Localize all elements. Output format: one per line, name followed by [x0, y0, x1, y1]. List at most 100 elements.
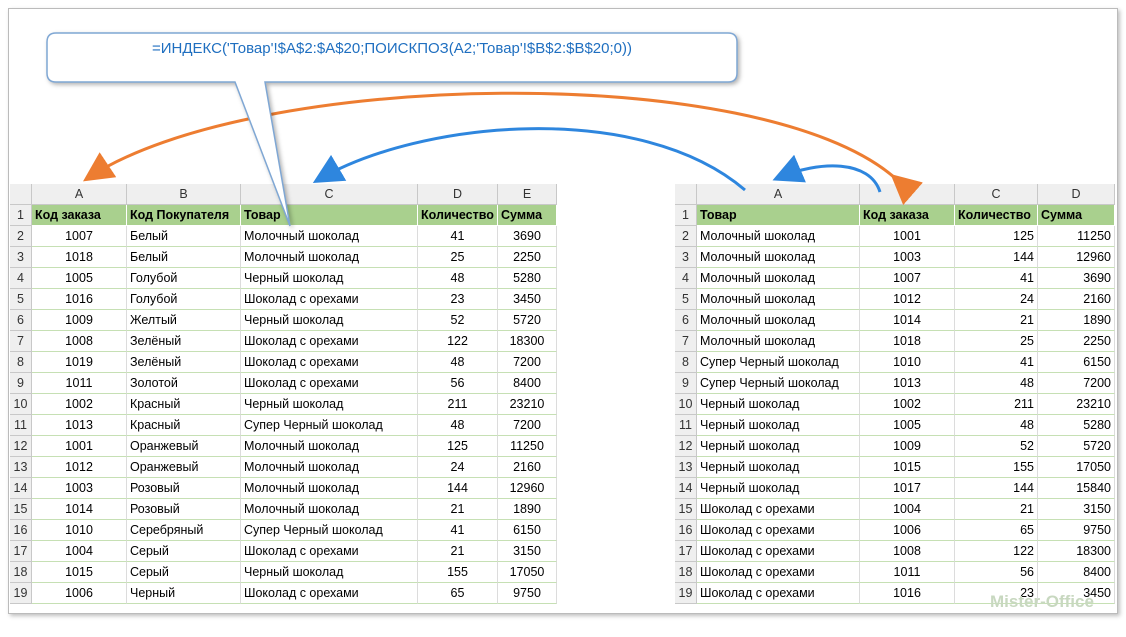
row-number: 5 [675, 289, 697, 310]
table-cell: Шоколад с орехами [241, 583, 418, 604]
table-cell: 1014 [32, 499, 127, 520]
table-cell: 1012 [32, 457, 127, 478]
table-cell: 7200 [498, 352, 557, 373]
header-cell: Товар [241, 205, 418, 226]
table-cell: 1014 [860, 310, 955, 331]
table-cell: Молочный шоколад [241, 436, 418, 457]
table-cell: Шоколад с орехами [241, 289, 418, 310]
table-cell: 11250 [498, 436, 557, 457]
table-cell: 12960 [1038, 247, 1115, 268]
row-number: 4 [10, 268, 32, 289]
row-number: 2 [675, 226, 697, 247]
table-cell: 1019 [32, 352, 127, 373]
table-cell: 24 [955, 289, 1038, 310]
table-cell: 125 [955, 226, 1038, 247]
table-cell: Черный [127, 583, 241, 604]
row-number: 16 [10, 520, 32, 541]
table-cell: 6150 [498, 520, 557, 541]
table-cell: 17050 [1038, 457, 1115, 478]
table-cell: 48 [418, 352, 498, 373]
table-cell: 21 [955, 310, 1038, 331]
table-cell: Шоколад с орехами [241, 373, 418, 394]
table-cell: 56 [418, 373, 498, 394]
row-number: 2 [10, 226, 32, 247]
table-cell: Молочный шоколад [241, 457, 418, 478]
row-number: 14 [675, 478, 697, 499]
table-cell: Молочный шоколад [697, 310, 860, 331]
table-cell: Шоколад с орехами [697, 541, 860, 562]
table-cell: Молочный шоколад [697, 289, 860, 310]
header-cell: Код заказа [32, 205, 127, 226]
table-cell: 6150 [1038, 352, 1115, 373]
row-number: 15 [675, 499, 697, 520]
row-number: 17 [675, 541, 697, 562]
table-cell: Белый [127, 247, 241, 268]
table-cell: 1008 [860, 541, 955, 562]
header-cell: Сумма [1038, 205, 1115, 226]
table-cell: 3150 [498, 541, 557, 562]
table-cell: 1013 [32, 415, 127, 436]
table-cell: 2160 [498, 457, 557, 478]
table-cell: Шоколад с орехами [697, 520, 860, 541]
row-number: 6 [675, 310, 697, 331]
table-cell: Розовый [127, 499, 241, 520]
table-cell: 211 [955, 394, 1038, 415]
table-cell: Черный шоколад [697, 394, 860, 415]
table-cell: 1890 [1038, 310, 1115, 331]
table-cell: Молочный шоколад [697, 331, 860, 352]
table-cell: 122 [418, 331, 498, 352]
table-cell: Супер Черный шоколад [241, 415, 418, 436]
table-cell: Зелёный [127, 331, 241, 352]
row-number: 11 [675, 415, 697, 436]
row-number: 1 [10, 205, 32, 226]
row-number: 12 [10, 436, 32, 457]
header-cell: Количество [955, 205, 1038, 226]
table-cell: 125 [418, 436, 498, 457]
table-cell: 48 [418, 268, 498, 289]
row-number: 7 [10, 331, 32, 352]
row-number: 9 [675, 373, 697, 394]
column-letter: C [955, 184, 1038, 205]
column-letter: A [32, 184, 127, 205]
table-cell: Молочный шоколад [241, 247, 418, 268]
row-number: 10 [10, 394, 32, 415]
table-cell: 1005 [32, 268, 127, 289]
row-number: 9 [10, 373, 32, 394]
table-cell: 1016 [32, 289, 127, 310]
row-number: 6 [10, 310, 32, 331]
table-cell: 1018 [32, 247, 127, 268]
row-number: 7 [675, 331, 697, 352]
table-cell: 41 [955, 268, 1038, 289]
table-cell: 41 [955, 352, 1038, 373]
row-number: 3 [675, 247, 697, 268]
table-cell: 1003 [32, 478, 127, 499]
table-cell: 1018 [860, 331, 955, 352]
row-number: 18 [675, 562, 697, 583]
table-cell: 2250 [1038, 331, 1115, 352]
table-cell: 65 [418, 583, 498, 604]
table-cell: Супер Черный шоколад [697, 352, 860, 373]
column-letter: A [697, 184, 860, 205]
table-cell: Розовый [127, 478, 241, 499]
table-cell: Шоколад с орехами [241, 541, 418, 562]
table-cell: Шоколад с орехами [697, 499, 860, 520]
table-cell: 1010 [860, 352, 955, 373]
table-cell: 5280 [1038, 415, 1115, 436]
table-cell: Черный шоколад [697, 436, 860, 457]
table-cell: 3690 [1038, 268, 1115, 289]
table-cell: 1015 [32, 562, 127, 583]
table-cell: 2160 [1038, 289, 1115, 310]
row-number: 4 [675, 268, 697, 289]
table-cell: Черный шоколад [241, 268, 418, 289]
table-cell: 1890 [498, 499, 557, 520]
table-cell: Оранжевый [127, 457, 241, 478]
header-cell: Количество [418, 205, 498, 226]
row-number: 3 [10, 247, 32, 268]
table-cell: 1016 [860, 583, 955, 604]
row-number: 19 [675, 583, 697, 604]
table-cell: 1009 [32, 310, 127, 331]
table-cell: Зелёный [127, 352, 241, 373]
table-cell: Молочный шоколад [697, 226, 860, 247]
row-number: 15 [10, 499, 32, 520]
